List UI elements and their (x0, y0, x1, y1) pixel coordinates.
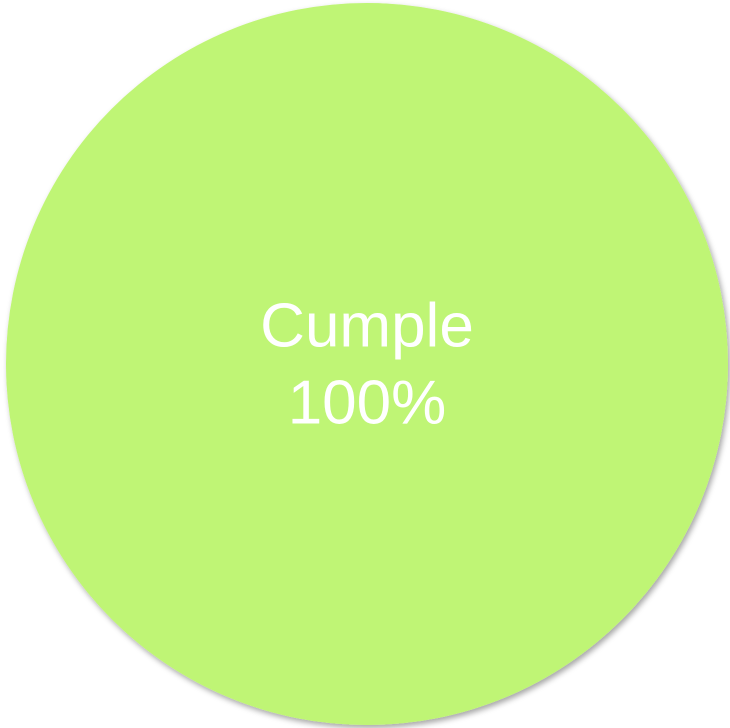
slice-value-label: 100% (288, 368, 447, 437)
pie-labels: Cumple 100% (260, 291, 474, 437)
pie-slice-cumple (6, 3, 728, 725)
slice-label: Cumple (260, 291, 474, 360)
pie-slices (6, 3, 728, 725)
